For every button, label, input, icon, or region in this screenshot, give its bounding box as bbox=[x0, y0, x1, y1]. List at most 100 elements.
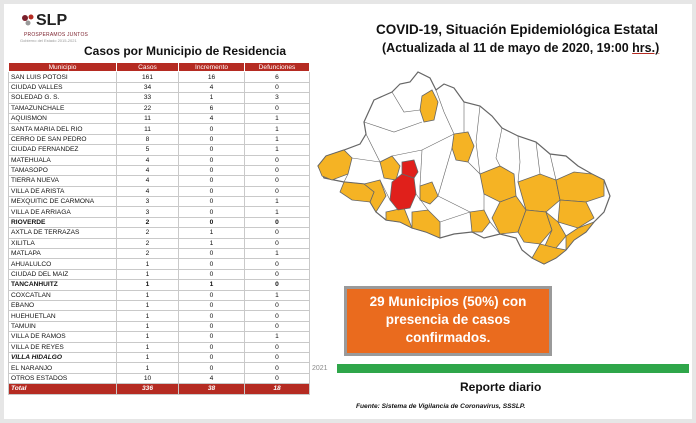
cell-casos: 8 bbox=[116, 133, 179, 146]
cell-municipio: MATEHUALA bbox=[8, 154, 117, 166]
cell-incremento: 0 bbox=[178, 133, 245, 146]
cell-municipio: RIOVERDE bbox=[8, 216, 117, 229]
cell-casos: 1 bbox=[116, 258, 179, 270]
table-row: OTROS ESTADOS 10 4 0 bbox=[8, 372, 310, 385]
cell-incremento: 0 bbox=[178, 164, 245, 177]
cell-casos: 4 bbox=[116, 185, 179, 198]
municipio-cardenas-area bbox=[469, 209, 491, 233]
table-header-row: Municipio Casos Incremento Defunciones bbox=[8, 61, 310, 73]
table-row: MATLAPA 2 0 1 bbox=[8, 248, 310, 260]
cell-incremento: 0 bbox=[178, 144, 245, 156]
cell-incremento: 0 bbox=[178, 175, 245, 187]
cell-defunciones: 0 bbox=[244, 185, 310, 198]
cell-defunciones: 0 bbox=[244, 154, 310, 166]
cell-incremento: 0 bbox=[178, 123, 245, 135]
municipios-alta-incidencia bbox=[389, 159, 419, 211]
cell-casos: 4 bbox=[116, 175, 179, 187]
total-label: Total bbox=[8, 383, 117, 395]
total-defunciones: 18 bbox=[244, 383, 310, 395]
cell-municipio: TAMASOPO bbox=[8, 164, 117, 177]
cell-defunciones: 0 bbox=[244, 237, 310, 250]
cell-incremento: 0 bbox=[178, 248, 245, 260]
table-row: VILLA DE RAMOS 1 0 1 bbox=[8, 331, 310, 343]
year-label: 2021 bbox=[312, 365, 328, 372]
cell-casos: 161 bbox=[116, 71, 179, 83]
cell-incremento: 1 bbox=[178, 227, 245, 239]
logo-subline: Gobierno del Estado 2015-2021 bbox=[20, 38, 77, 43]
cell-incremento: 0 bbox=[178, 331, 245, 343]
table-row: SANTA MARIA DEL RIO 11 0 1 bbox=[8, 123, 310, 135]
table-row: HUEHUETLAN 1 0 0 bbox=[8, 310, 310, 322]
table-row: MEXQUITIC DE CARMONA 3 0 1 bbox=[8, 196, 310, 208]
cell-municipio: SANTA MARIA DEL RIO bbox=[8, 123, 117, 135]
slp-emblem-icon bbox=[22, 14, 34, 26]
state-outline bbox=[317, 71, 611, 265]
cell-municipio: HUEHUETLAN bbox=[8, 310, 117, 322]
cell-municipio: VILLA DE ARRIAGA bbox=[8, 206, 117, 218]
cell-casos: 1 bbox=[116, 320, 179, 333]
cell-defunciones: 0 bbox=[244, 320, 310, 333]
cell-defunciones: 0 bbox=[244, 268, 310, 281]
cell-municipio: TIERRA NUEVA bbox=[8, 175, 117, 187]
cell-defunciones: 3 bbox=[244, 92, 310, 104]
cell-incremento: 0 bbox=[178, 216, 245, 229]
state-map bbox=[317, 71, 611, 265]
table-row: MATEHUALA 4 0 0 bbox=[8, 154, 310, 166]
slp-logo: SLP PROSPERAMOS JUNTOS Gobierno del Esta… bbox=[14, 10, 104, 44]
cell-municipio: SOLEDAD G. S. bbox=[8, 92, 117, 104]
cell-casos: 2 bbox=[116, 216, 179, 229]
cell-defunciones: 0 bbox=[244, 299, 310, 312]
cell-defunciones: 1 bbox=[244, 206, 310, 218]
table-row: CIUDAD DEL MAIZ 1 0 0 bbox=[8, 268, 310, 281]
logo-text: SLP bbox=[36, 12, 68, 29]
green-divider-bar bbox=[337, 364, 689, 373]
daily-report-label: Reporte diario bbox=[460, 380, 542, 394]
cell-casos: 2 bbox=[116, 227, 179, 239]
cell-defunciones: 6 bbox=[244, 71, 310, 83]
callout-line-2: presencia de casos bbox=[385, 312, 511, 327]
cell-defunciones: 1 bbox=[244, 144, 310, 156]
cell-defunciones: 0 bbox=[244, 279, 310, 291]
cell-defunciones: 0 bbox=[244, 216, 310, 229]
subtitle-hrs: hrs.) bbox=[632, 41, 660, 55]
cell-incremento: 0 bbox=[178, 154, 245, 166]
cell-casos: 2 bbox=[116, 237, 179, 250]
cell-municipio: MATLAPA bbox=[8, 248, 117, 260]
cell-defunciones: 1 bbox=[244, 289, 310, 302]
municipio-tamazunchale bbox=[531, 243, 567, 265]
cell-municipio: COXCATLAN bbox=[8, 289, 117, 302]
table-row: RIOVERDE 2 0 0 bbox=[8, 216, 310, 229]
cell-defunciones: 1 bbox=[244, 112, 310, 125]
table-row: VILLA HIDALGO 1 0 0 bbox=[8, 351, 310, 364]
cell-municipio: MEXQUITIC DE CARMONA bbox=[8, 196, 117, 208]
page-subtitle: (Actualizada al 11 de mayo de 2020, 19:0… bbox=[382, 41, 659, 55]
municipio-ebano bbox=[555, 171, 605, 203]
cell-casos: 22 bbox=[116, 102, 179, 114]
cell-casos: 11 bbox=[116, 112, 179, 125]
cell-incremento: 0 bbox=[178, 310, 245, 322]
cell-incremento: 0 bbox=[178, 351, 245, 364]
cell-casos: 1 bbox=[116, 279, 179, 291]
table-row: AQUISMON 11 4 1 bbox=[8, 112, 310, 125]
cell-casos: 1 bbox=[116, 310, 179, 322]
cell-incremento: 4 bbox=[178, 372, 245, 385]
header-casos: Casos bbox=[116, 61, 179, 73]
header-incremento: Incremento bbox=[178, 61, 245, 73]
table-row: AHUALULCO 1 0 0 bbox=[8, 258, 310, 270]
cell-incremento: 0 bbox=[178, 341, 245, 353]
cell-incremento: 0 bbox=[178, 299, 245, 312]
cell-incremento: 1 bbox=[178, 237, 245, 250]
cell-municipio: VILLA DE RAMOS bbox=[8, 331, 117, 343]
cell-municipio: OTROS ESTADOS bbox=[8, 372, 117, 385]
table-row: TAMUIN 1 0 0 bbox=[8, 320, 310, 333]
cell-municipio: VILLA DE ARISTA bbox=[8, 185, 117, 198]
cell-incremento: 0 bbox=[178, 362, 245, 374]
cell-municipio: CERRO DE SAN PEDRO bbox=[8, 133, 117, 146]
cell-casos: 1 bbox=[116, 341, 179, 353]
table-row: AXTLA DE TERRAZAS 2 1 0 bbox=[8, 227, 310, 239]
cell-municipio: TANCANHUITZ bbox=[8, 279, 117, 291]
table-row: EL NARANJO 1 0 0 bbox=[8, 362, 310, 374]
header-municipio: Municipio bbox=[8, 61, 117, 73]
cell-defunciones: 0 bbox=[244, 175, 310, 187]
cell-defunciones: 1 bbox=[244, 133, 310, 146]
